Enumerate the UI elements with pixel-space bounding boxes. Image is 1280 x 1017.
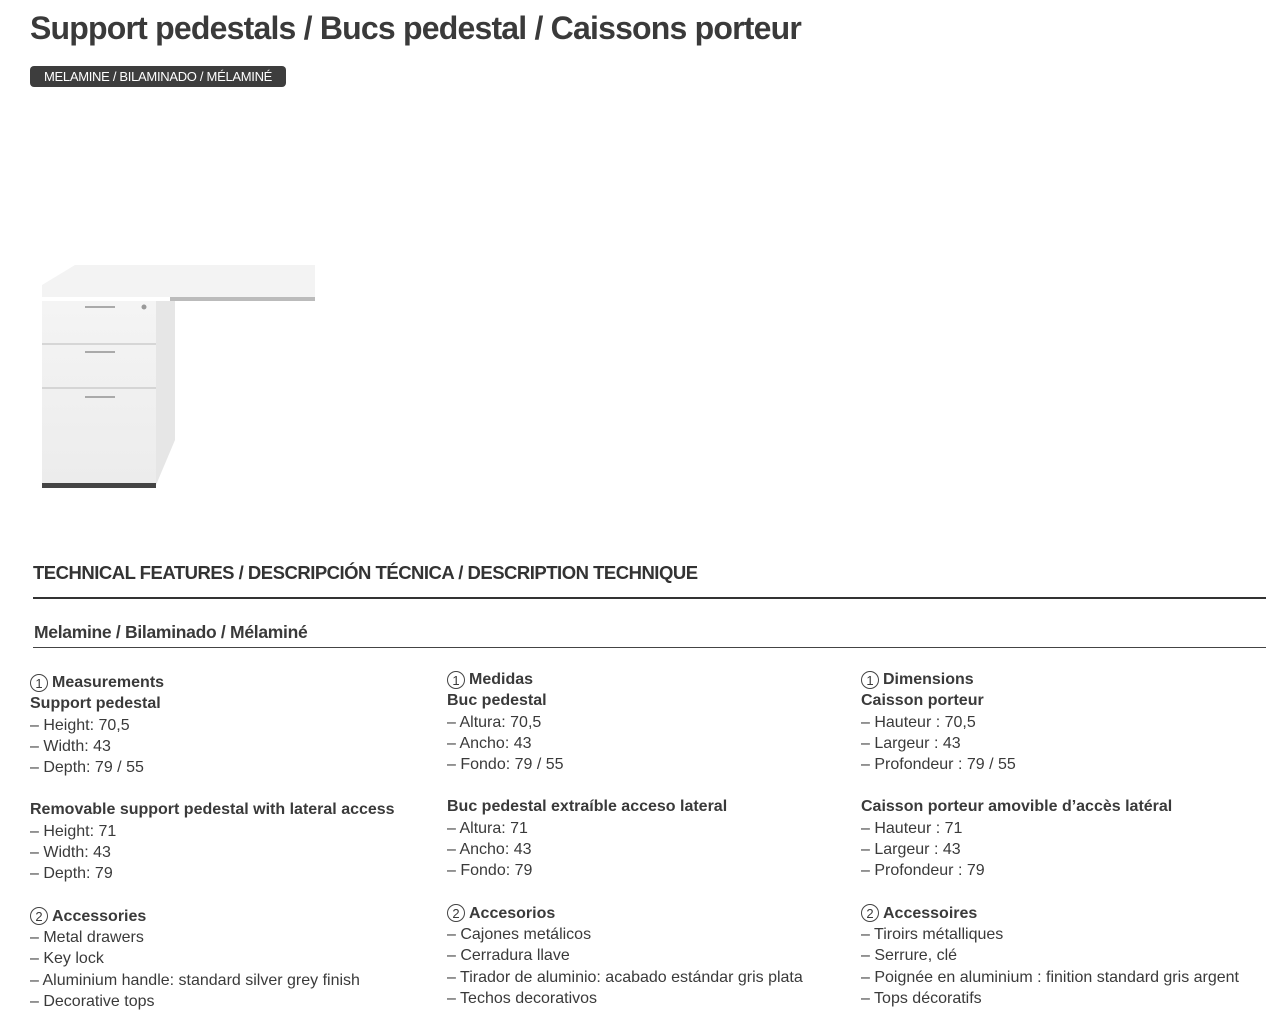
accessories-heading: 2 Accessories: [30, 906, 395, 927]
measurements-heading: 1 Medidas: [447, 669, 803, 690]
accessory-item: – Serrure, clé: [861, 947, 958, 965]
spec-item: – Height: 70,5: [30, 716, 130, 734]
accessory-item: – Tirador de aluminio: acabado estándar …: [447, 968, 803, 986]
heading-label: Accesorios: [469, 904, 556, 922]
subsection-title: Melamine / Bilaminado / Mélaminé: [34, 622, 308, 642]
spec-group: Support pedestal – Height: 70,5 – Width: 4…: [30, 693, 395, 778]
page-title: Support pedestals / Bucs pedestal / Cais…: [30, 10, 802, 46]
spec-item: – Largeur : 43: [861, 841, 961, 859]
section-title: TECHNICAL FEATURES / DESCRIPCIÓN TÉCNICA…: [33, 562, 698, 583]
material-badge: MELAMINE / BILAMINADO / MÉLAMINÉ: [30, 66, 287, 87]
accessory-item: – Decorative tops: [30, 992, 155, 1010]
number-circle-icon: 1: [30, 673, 48, 692]
spec-group: Caisson porteur – Hauteur : 70,5 – Largeur…: [861, 690, 1239, 775]
spec-item: – Altura: 71: [447, 819, 528, 837]
spec-item: – Width: 43: [30, 737, 111, 755]
measurements-heading: 1 Dimensions: [861, 669, 1239, 690]
spec-item: – Width: 43: [30, 844, 111, 862]
accessories-heading: 2 Accesorios: [447, 903, 803, 924]
spec-group: Caisson porteur amovible d’accès latéral…: [861, 796, 1239, 881]
spec-item: – Depth: 79: [30, 865, 113, 883]
heading-label: Accessories: [52, 907, 147, 925]
spec-group: Removable support pedestal with lateral …: [30, 799, 395, 884]
feature-column: 1 Dimensions Caisson porteur – Hauteur : 70…: [861, 669, 1239, 1009]
accessory-item: – Poignée en aluminium : finition standa…: [861, 968, 1239, 986]
spec-item: – Profondeur : 79 / 55: [861, 756, 1016, 774]
accessory-item: – Key lock: [30, 950, 104, 968]
spec-group-title: Support pedestal: [30, 695, 161, 713]
accessory-item: – Cerradura llave: [447, 947, 570, 965]
subsection-divider: [33, 647, 1266, 648]
section-divider: [33, 597, 1266, 599]
spec-item: – Ancho: 43: [447, 841, 532, 859]
spec-item: – Hauteur : 71: [861, 819, 963, 837]
number-circle-icon: 2: [447, 904, 465, 923]
heading-label: Accessoires: [883, 904, 978, 922]
accessory-item: – Metal drawers: [30, 928, 144, 946]
heading-label: Measurements: [52, 674, 165, 691]
spec-group-title: Removable support pedestal with lateral …: [30, 801, 395, 819]
spec-item: – Height: 71: [30, 822, 117, 840]
spec-item: – Largeur : 43: [861, 734, 961, 752]
heading-label: Medidas: [469, 671, 534, 688]
feature-column: 1 Measurements Support pedestal – Height: 7…: [30, 672, 395, 1012]
spec-group: Buc pedestal extraíble acceso lateral – A…: [447, 796, 803, 881]
spec-item: – Hauteur : 70,5: [861, 713, 976, 731]
spec-item: – Depth: 79 / 55: [30, 759, 144, 777]
spec-item: – Fondo: 79: [447, 862, 533, 880]
support-pedestal-image: [42, 265, 315, 488]
number-circle-icon: 1: [447, 670, 465, 689]
number-circle-icon: 2: [30, 907, 48, 926]
number-circle-icon: 2: [861, 904, 879, 923]
spec-item: – Ancho: 43: [447, 734, 532, 752]
spec-group-title: Buc pedestal extraíble acceso lateral: [447, 798, 728, 816]
spec-item: – Profondeur : 79: [861, 862, 985, 880]
accessory-item: – Cajones metálicos: [447, 925, 592, 943]
measurements-heading: 1 Measurements: [30, 672, 395, 693]
spec-group-title: Caisson porteur amovible d’accès latéral: [861, 798, 1173, 816]
accessory-item: – Tops décoratifs: [861, 989, 982, 1007]
accessory-item: – Techos decorativos: [447, 989, 598, 1007]
spec-group-title: Caisson porteur: [861, 692, 984, 710]
heading-label: Dimensions: [883, 671, 974, 688]
accessory-item: – Tiroirs métalliques: [861, 925, 1004, 943]
accessories-heading: 2 Accessoires: [861, 903, 1239, 924]
spec-item: – Fondo: 79 / 55: [447, 756, 564, 774]
spec-group: Buc pedestal – Altura: 70,5 – Ancho: 43 – F…: [447, 690, 803, 775]
feature-column: 1 Medidas Buc pedestal – Altura: 70,5 – Anch…: [447, 669, 803, 1009]
spec-group-title: Buc pedestal: [447, 692, 547, 710]
spec-item: – Altura: 70,5: [447, 713, 542, 731]
accessory-item: – Aluminium handle: standard silver grey…: [30, 971, 360, 989]
number-circle-icon: 1: [861, 670, 879, 689]
